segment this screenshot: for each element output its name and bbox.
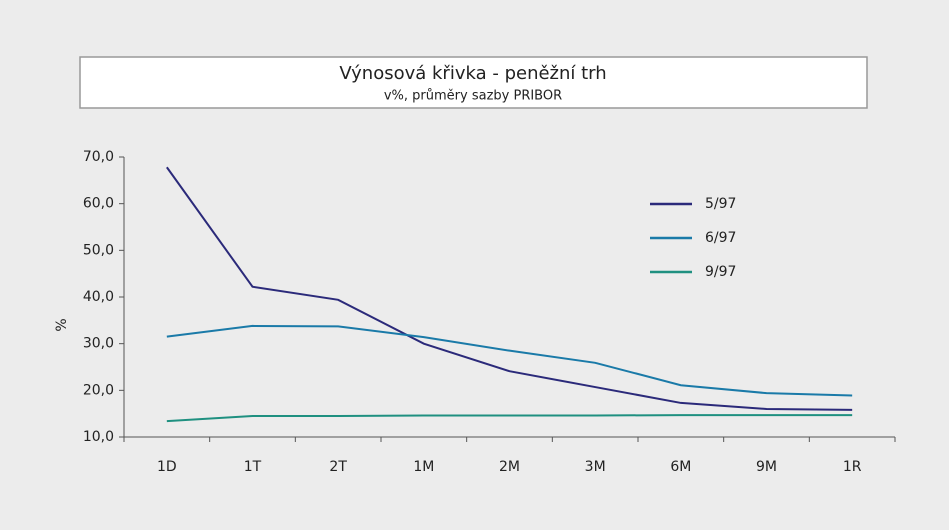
y-tick-label: 70,0 — [83, 149, 114, 165]
x-tick-label: 2T — [329, 459, 347, 475]
series-line — [166, 414, 853, 423]
x-tick-label: 1T — [244, 459, 262, 475]
legend-label: 9/97 — [705, 264, 736, 280]
legend-label: 5/97 — [705, 196, 736, 212]
series-line — [166, 324, 853, 397]
y-axis-label: % — [54, 318, 70, 331]
x-tick-label: 3M — [585, 459, 606, 475]
x-tick-label: 2M — [499, 459, 520, 475]
series-line — [166, 166, 853, 411]
x-tick-label: 1D — [157, 459, 177, 475]
x-tick-label: 9M — [756, 459, 777, 475]
y-tick-label: 40,0 — [83, 289, 114, 305]
legend-label: 6/97 — [705, 230, 736, 246]
y-tick-label: 10,0 — [83, 429, 114, 445]
chart-subtitle: v%, průměry sazby PRIBOR — [384, 89, 562, 104]
y-tick-label: 20,0 — [83, 382, 114, 398]
y-tick-label: 50,0 — [83, 242, 114, 258]
chart-title: Výnosová křivka - peněžní trh — [339, 63, 606, 84]
x-tick-label: 6M — [670, 459, 691, 475]
x-tick-label: 1R — [843, 459, 862, 475]
x-tick-label: 1M — [413, 459, 434, 475]
y-tick-label: 60,0 — [83, 196, 114, 212]
y-tick-label: 30,0 — [83, 336, 114, 352]
title-box — [79, 56, 868, 109]
